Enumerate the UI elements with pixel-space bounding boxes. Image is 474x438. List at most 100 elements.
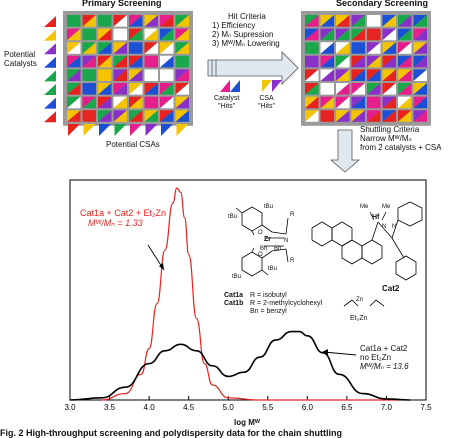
grid-cell-lower <box>144 28 158 41</box>
grid-cell-lower <box>113 110 127 122</box>
grid-cell-lower <box>175 55 189 68</box>
grid-cell-upper <box>351 83 365 95</box>
grid-cell-lower <box>398 28 412 41</box>
grid-cell-lower <box>398 42 412 54</box>
csa-triangle <box>99 124 111 136</box>
r-label: R <box>290 258 295 264</box>
grid-cell-upper <box>175 15 189 27</box>
grid-cell-lower <box>160 42 174 54</box>
grid-cell-upper <box>305 69 319 81</box>
catalyst-triangle <box>44 70 56 82</box>
grid-cell-lower <box>67 55 81 68</box>
grid-cell-lower <box>129 28 143 41</box>
chart-series <box>69 187 411 401</box>
grid-cell-upper <box>351 69 365 81</box>
csa-triangle <box>68 124 80 136</box>
grid-cell-upper <box>82 15 96 27</box>
grid-cell-lower <box>336 15 350 27</box>
secondary-screening-grid <box>301 11 431 126</box>
grid-cell-lower <box>144 42 158 54</box>
grid-cell-upper <box>113 69 127 81</box>
potential-catalyst-column <box>44 16 56 123</box>
grid-cell-upper <box>82 83 96 95</box>
grid-cell-lower <box>98 69 112 81</box>
red-series-label: Cat1a + Cat2 + Et₂Zn Mᵂ/Mₙ = 1.33 <box>80 208 166 228</box>
x-tick-label: 6.0 <box>302 403 314 412</box>
grid-cell-upper <box>382 83 396 95</box>
grid-cell-upper <box>175 55 189 68</box>
grid-cell-lower <box>398 110 412 122</box>
black-label-arrowhead-icon <box>322 349 328 355</box>
grid-cell-upper <box>367 96 381 109</box>
cat-legend-name: Cat1b <box>224 300 244 307</box>
grid-cell-upper <box>129 55 143 68</box>
grid-cell-lower <box>82 96 96 109</box>
figure-caption: Fig. 2 High-throughput screening and pol… <box>0 428 343 438</box>
grid-cell-lower <box>367 55 381 68</box>
grid-cell-lower <box>175 96 189 109</box>
grid-cell-upper <box>382 69 396 81</box>
grid-cell-lower <box>144 69 158 81</box>
grid-cell-lower <box>129 96 143 109</box>
o-label: O <box>258 252 263 258</box>
block-arrow-right-icon <box>207 51 299 85</box>
csa-hit-triangle <box>272 80 282 92</box>
grid-cell-lower <box>351 96 365 109</box>
grid-cell-upper <box>160 96 174 109</box>
grid-cell-lower <box>113 28 127 41</box>
catalyst-triangle <box>44 56 56 68</box>
black-series-label-line1: Cat1a + Cat2 <box>360 344 408 353</box>
grid-cell-upper <box>98 69 112 81</box>
cat-legend: Cat1a R = isobutyl Cat1b R = 2-methylcyc… <box>224 292 322 316</box>
grid-cell-lower <box>305 28 319 41</box>
grid-cell-lower <box>129 15 143 27</box>
cat-legend-row: Bn = benzyl <box>224 308 322 316</box>
grid-cell-lower <box>336 83 350 95</box>
grid-cell-lower <box>367 69 381 81</box>
grid-cell-lower <box>367 15 381 27</box>
csa-hit-triangle <box>262 80 272 92</box>
grid-cell-lower <box>305 55 319 68</box>
grid-cell-lower <box>320 15 334 27</box>
grid-cell-lower <box>82 42 96 54</box>
grid-cell-lower <box>351 55 365 68</box>
grid-cell-lower <box>367 83 381 95</box>
grid-cell-lower <box>129 55 143 68</box>
grid-cell-lower <box>160 96 174 109</box>
grid-cell-upper <box>98 55 112 68</box>
grid-cell-lower <box>82 110 96 122</box>
grid-cell-upper <box>144 28 158 41</box>
grid-cell-upper <box>336 69 350 81</box>
catalyst-hit-triangle <box>230 80 240 92</box>
grid-cell-upper <box>320 28 334 41</box>
grid-cell-upper <box>175 83 189 95</box>
grid-cell-upper <box>144 96 158 109</box>
grid-cell-lower <box>367 96 381 109</box>
grid-cell-lower <box>382 96 396 109</box>
grid-cell-upper <box>98 28 112 41</box>
n-label: N <box>392 224 397 230</box>
grid-cell-upper <box>175 69 189 81</box>
red-label-arrowhead-icon <box>159 263 164 270</box>
grid-cell-upper <box>413 69 427 81</box>
grid-cell-lower <box>336 55 350 68</box>
grid-cell-lower <box>320 42 334 54</box>
grid-cell-upper <box>129 69 143 81</box>
grid-cell-lower <box>413 96 427 109</box>
grid-cell-upper <box>144 69 158 81</box>
potential-catalysts-label-line1: Potential <box>4 50 36 59</box>
chart-x-ticks: 3.0 3.5 4.0 4.5 5.0 5.5 6.0 6.5 7.0 7.5 <box>64 396 432 412</box>
grid-cell-upper <box>160 15 174 27</box>
et2zn-structure <box>343 299 385 307</box>
grid-cell-lower <box>113 96 127 109</box>
bn-label: Bn <box>274 246 282 252</box>
grid-cell-lower <box>413 83 427 95</box>
csa-triangle <box>145 124 158 136</box>
catalyst-triangle <box>44 43 56 55</box>
csa-hits-line2: "Hits" <box>258 103 276 110</box>
grid-cell-upper <box>398 28 412 41</box>
csa-triangle <box>161 124 173 136</box>
grid-cell-lower <box>98 15 112 27</box>
x-tick-label: 7.0 <box>381 403 393 412</box>
